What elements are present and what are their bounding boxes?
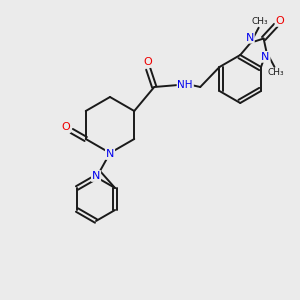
Text: CH₃: CH₃ bbox=[251, 17, 268, 26]
Text: O: O bbox=[144, 57, 153, 67]
Text: CH₃: CH₃ bbox=[267, 68, 284, 77]
Text: N: N bbox=[92, 171, 100, 181]
Text: O: O bbox=[61, 122, 70, 132]
Text: N: N bbox=[261, 52, 270, 62]
Text: N: N bbox=[106, 149, 114, 159]
Text: N: N bbox=[245, 33, 254, 43]
Text: NH: NH bbox=[178, 80, 193, 90]
Text: O: O bbox=[275, 16, 284, 26]
